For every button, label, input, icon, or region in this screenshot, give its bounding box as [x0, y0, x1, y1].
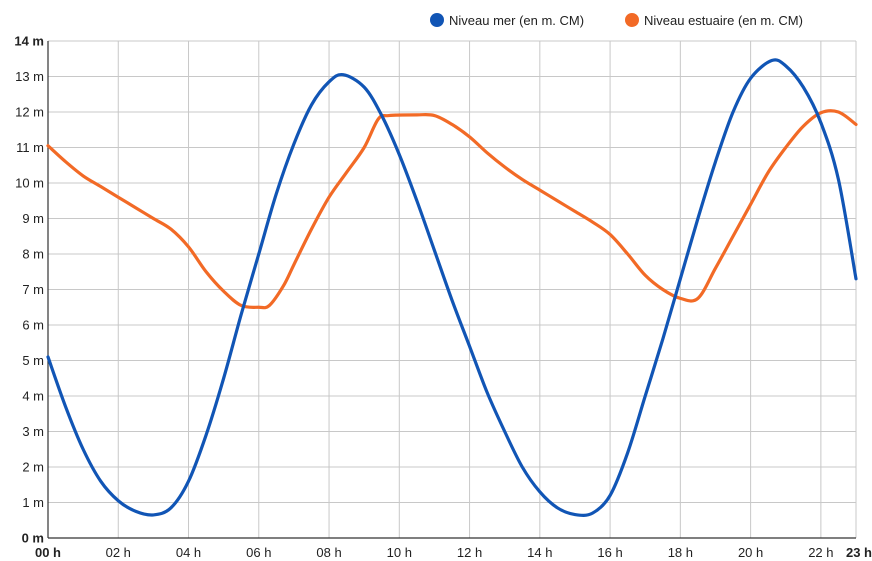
y-tick-label: 1 m: [22, 495, 44, 510]
legend-label: Niveau mer (en m. CM): [449, 13, 584, 28]
y-tick-label: 12 m: [15, 105, 44, 120]
x-tick-label: 12 h: [457, 545, 482, 560]
x-tick-label: 08 h: [316, 545, 341, 560]
y-tick-label: 9 m: [22, 211, 44, 226]
x-tick-label: 04 h: [176, 545, 201, 560]
legend[interactable]: Niveau mer (en m. CM) Niveau estuaire (en…: [430, 13, 803, 28]
legend-marker-icon: [625, 13, 639, 27]
x-tick-label: 06 h: [246, 545, 271, 560]
x-tick-label: 14 h: [527, 545, 552, 560]
x-tick-label: 10 h: [387, 545, 412, 560]
x-tick-label: 18 h: [668, 545, 693, 560]
x-tick-label: 02 h: [106, 545, 131, 560]
axes: 0 m 1 m 2 m 3 m 4 m 5 m 6 m 7 m 8 m 9 m 10 m 11 m 12…: [14, 34, 872, 561]
y-tick-label: 0 m: [22, 531, 44, 546]
x-tick-label: 23 h: [846, 545, 872, 560]
x-tick-label: 16 h: [597, 545, 622, 560]
y-tick-label: 8 m: [22, 247, 44, 262]
y-tick-label: 4 m: [22, 389, 44, 404]
y-tick-label: 11 m: [16, 140, 44, 155]
series-line-sea-level: [46, 58, 858, 517]
y-tick-label: 13 m: [15, 69, 44, 84]
y-tick-label: 10 m: [15, 176, 44, 191]
y-tick-label: 14 m: [14, 34, 44, 49]
x-tick-label: 00 h: [35, 545, 61, 560]
x-tick-label: 22 h: [808, 545, 833, 560]
legend-item-sea-level[interactable]: Niveau mer (en m. CM): [430, 13, 584, 28]
y-tick-label: 7 m: [22, 282, 44, 297]
x-tick-label: 20 h: [738, 545, 763, 560]
legend-marker-icon: [430, 13, 444, 27]
y-tick-label: 2 m: [22, 460, 44, 475]
grid: [48, 40, 857, 538]
legend-item-estuary-level[interactable]: Niveau estuaire (en m. CM): [625, 13, 803, 28]
y-tick-label: 5 m: [22, 353, 44, 368]
legend-label: Niveau estuaire (en m. CM): [644, 13, 803, 28]
y-tick-label: 3 m: [22, 424, 44, 439]
series-line-estuary-level: [46, 109, 858, 310]
y-tick-label: 6 m: [22, 318, 44, 333]
series-layer: [46, 58, 858, 517]
